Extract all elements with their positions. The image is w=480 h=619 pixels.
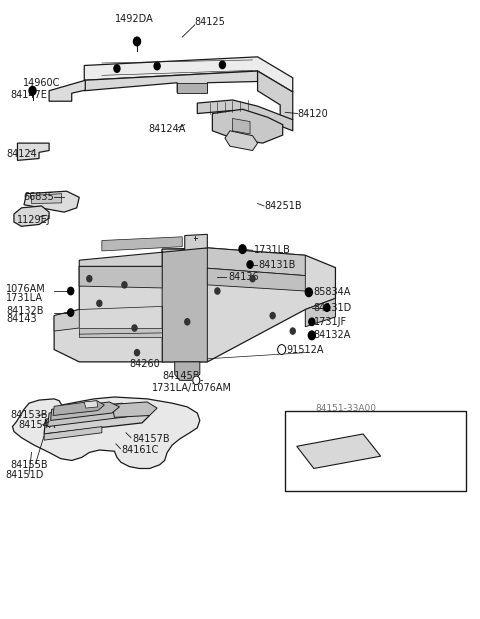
Polygon shape [14,206,49,227]
Polygon shape [175,362,200,380]
Circle shape [219,61,226,69]
Circle shape [193,376,200,384]
Polygon shape [197,100,293,131]
Polygon shape [79,266,162,288]
Circle shape [134,350,140,356]
Polygon shape [212,109,283,143]
Text: 84124: 84124 [6,149,37,159]
Polygon shape [79,235,207,266]
Bar [285,411,466,491]
Text: 84155B: 84155B [11,460,48,470]
Text: 14960C: 14960C [23,78,60,88]
Text: 1731JF: 1731JF [314,317,347,327]
Text: 91512A: 91512A [287,345,324,355]
Text: 84260: 84260 [130,359,160,369]
Text: 84153B: 84153B [11,410,48,420]
Text: 84251B: 84251B [264,201,302,211]
Polygon shape [49,80,85,102]
Circle shape [185,319,190,325]
Text: 84132B: 84132B [6,306,44,316]
Polygon shape [44,408,150,434]
Polygon shape [84,71,258,93]
Circle shape [68,309,74,316]
Text: 500x500x1.6: 500x500x1.6 [306,480,365,490]
Polygon shape [162,248,207,362]
Polygon shape [177,83,207,93]
Polygon shape [54,248,336,362]
Polygon shape [44,426,102,440]
Circle shape [305,288,312,297]
Text: 84132A: 84132A [314,331,351,340]
Circle shape [270,313,275,319]
Polygon shape [53,400,104,415]
Circle shape [324,304,330,311]
Polygon shape [48,403,134,426]
Circle shape [114,65,120,72]
Text: 84161C: 84161C [121,445,158,455]
Polygon shape [84,57,293,92]
Polygon shape [17,143,49,160]
Circle shape [277,345,286,355]
Text: 66835: 66835 [23,193,54,202]
Circle shape [250,275,255,282]
Text: 84145B: 84145B [162,371,200,381]
Circle shape [97,300,102,306]
Circle shape [290,328,295,334]
Polygon shape [54,310,79,331]
Text: 84136: 84136 [228,272,259,282]
Polygon shape [12,397,200,469]
Circle shape [239,245,246,253]
Polygon shape [207,268,305,291]
Polygon shape [84,400,98,408]
Circle shape [122,282,127,288]
Polygon shape [102,237,182,251]
Circle shape [308,331,315,340]
Polygon shape [79,248,305,286]
Polygon shape [305,298,336,327]
Polygon shape [112,402,157,417]
Polygon shape [24,191,79,212]
Text: 1492DA: 1492DA [115,14,154,24]
Polygon shape [79,328,162,337]
Text: 84157B: 84157B [132,434,169,444]
Text: 84147E: 84147E [11,90,48,100]
Text: 1731LB: 1731LB [254,245,291,256]
Text: 84124A: 84124A [149,124,186,134]
Text: 84125: 84125 [195,17,226,27]
Text: 1731LA: 1731LA [6,293,43,303]
Text: 84131B: 84131B [258,259,296,269]
Text: 1076AM: 1076AM [6,284,46,294]
Polygon shape [258,71,293,119]
Circle shape [154,63,160,70]
Circle shape [215,288,220,294]
Circle shape [29,87,36,95]
Text: 84143: 84143 [6,314,37,324]
Circle shape [68,287,74,295]
Polygon shape [32,194,61,204]
Polygon shape [232,118,250,134]
Text: 84154A: 84154A [18,420,55,430]
Circle shape [309,318,315,326]
Circle shape [132,325,137,331]
Text: 1129EJ: 1129EJ [16,215,50,225]
Circle shape [247,261,253,268]
Text: 85834A: 85834A [314,287,351,297]
Text: 84131D: 84131D [314,303,352,313]
Polygon shape [50,402,120,420]
Text: 84151-33A00: 84151-33A00 [315,404,376,413]
Text: 1731LA/1076AM: 1731LA/1076AM [152,383,232,393]
Text: 84151D: 84151D [5,470,44,480]
Polygon shape [225,131,258,150]
Polygon shape [297,434,381,469]
Circle shape [133,37,141,46]
Text: 84120: 84120 [298,108,328,119]
Circle shape [87,275,92,282]
